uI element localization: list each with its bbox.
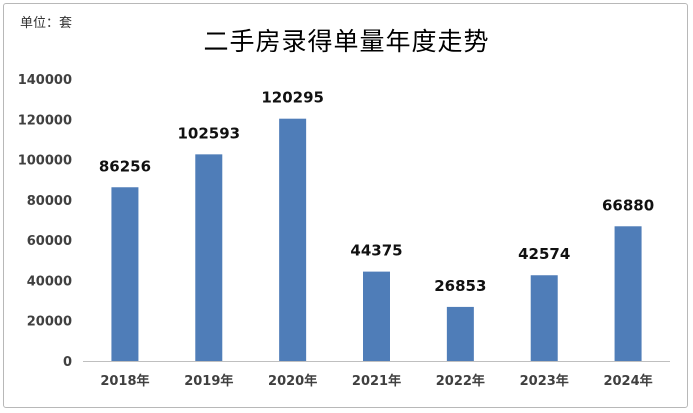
data-label: 42574 <box>518 245 570 263</box>
data-label: 102593 <box>177 124 240 142</box>
x-tick-label: 2021年 <box>352 373 401 389</box>
y-tick-label: 0 <box>63 355 72 370</box>
y-tick-label: 60000 <box>27 234 72 249</box>
unit-label: 单位：套 <box>20 16 73 31</box>
bar <box>446 306 474 361</box>
y-tick-label: 140000 <box>18 73 72 88</box>
x-axis-tick-labels: 2018年 2019年 2020年 2021年 2022年 2023年 2024年 <box>100 373 652 389</box>
x-tick-label: 2020年 <box>268 373 317 389</box>
bar <box>111 187 139 361</box>
x-tick-label: 2022年 <box>436 373 485 389</box>
y-tick-label: 80000 <box>27 194 72 209</box>
data-label: 44375 <box>350 242 402 260</box>
y-axis-tick-labels: 0 20000 40000 60000 80000 100000 120000 140000 <box>18 73 72 370</box>
bars <box>111 118 642 361</box>
x-tick-label: 2023年 <box>520 373 569 389</box>
data-label: 66880 <box>602 196 654 214</box>
y-tick-label: 40000 <box>27 274 72 289</box>
y-tick-label: 120000 <box>18 113 72 128</box>
data-label: 26853 <box>434 277 486 295</box>
chart-title: 二手房录得单量年度走势 <box>203 27 490 56</box>
x-tick-label: 2018年 <box>100 373 149 389</box>
bar <box>614 226 642 361</box>
bar <box>363 271 390 361</box>
data-labels: 86256 102593 120295 44375 26853 42574 66880 <box>99 89 654 295</box>
bar <box>530 275 558 361</box>
bar <box>279 118 307 361</box>
data-label: 86256 <box>99 157 151 175</box>
x-tick-label: 2019年 <box>184 373 233 389</box>
bar <box>195 154 223 361</box>
y-tick-label: 20000 <box>27 315 72 330</box>
x-tick-label: 2024年 <box>603 373 652 389</box>
data-label: 120295 <box>261 89 324 107</box>
y-tick-label: 100000 <box>18 154 72 169</box>
